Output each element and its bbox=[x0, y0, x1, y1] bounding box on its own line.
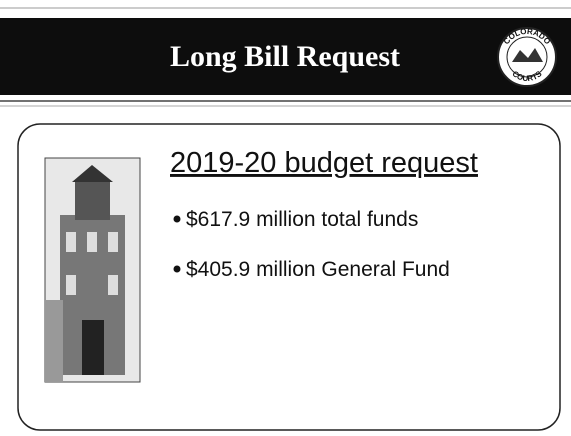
bullet-dot bbox=[173, 215, 181, 223]
logo-bottom: COURTS bbox=[510, 69, 544, 83]
content-frame bbox=[17, 123, 561, 431]
header-band bbox=[0, 18, 571, 95]
logo: COLORADO COURTS bbox=[497, 27, 557, 87]
bullet-dot bbox=[173, 265, 181, 273]
logo-bottom-text: COURTS bbox=[510, 69, 544, 83]
bullet-list: $617.9 million total funds $405.9 million… bbox=[173, 208, 450, 281]
building-tower bbox=[75, 180, 110, 220]
tree bbox=[45, 300, 63, 382]
building-image bbox=[44, 157, 141, 383]
bullet-text: $405.9 million General Fund bbox=[186, 258, 450, 281]
window bbox=[66, 275, 76, 295]
window bbox=[108, 275, 118, 295]
window bbox=[87, 232, 97, 252]
window bbox=[66, 232, 76, 252]
window bbox=[108, 232, 118, 252]
logo-mountains bbox=[512, 48, 543, 62]
header-title: Long Bill Request bbox=[170, 40, 400, 73]
bullet-text: $617.9 million total funds bbox=[186, 208, 418, 231]
content-heading: 2019-20 budget request bbox=[170, 147, 478, 179]
logo-inner bbox=[506, 36, 548, 78]
building-roof bbox=[72, 165, 113, 182]
door bbox=[82, 320, 104, 375]
